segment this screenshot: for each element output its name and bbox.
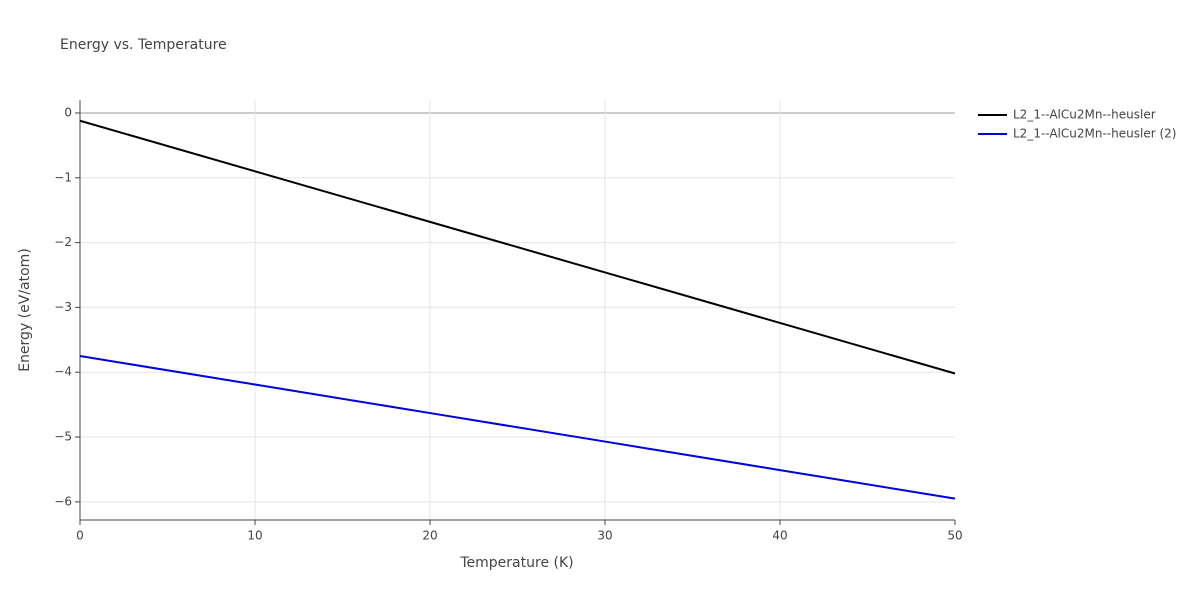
x-axis-label: Temperature (K) [459,555,573,571]
line-series [79,355,956,500]
y-axis-label: Energy (eV/atom) [17,248,33,372]
y-tick-label: −6 [54,494,72,508]
legend-label: L2_1--AlCu2Mn--heusler (2) [1013,127,1176,141]
chart-title: Energy vs. Temperature [60,37,227,53]
x-tick-label: 10 [247,529,262,543]
x-tick-label: 0 [76,529,84,543]
y-tick-label: −3 [54,300,72,314]
y-tick-label: −4 [54,365,72,379]
y-tick-label: 0 [64,105,72,119]
y-tick-label: −2 [54,235,72,249]
x-tick-label: 50 [947,529,962,543]
y-tick-label: −5 [54,430,72,444]
line-series [79,119,956,375]
x-tick-label: 30 [597,529,612,543]
legend-label: L2_1--AlCu2Mn--heusler [1013,108,1156,122]
x-tick-label: 40 [772,529,787,543]
x-tick-label: 20 [422,529,437,543]
y-tick-label: −1 [54,170,72,184]
